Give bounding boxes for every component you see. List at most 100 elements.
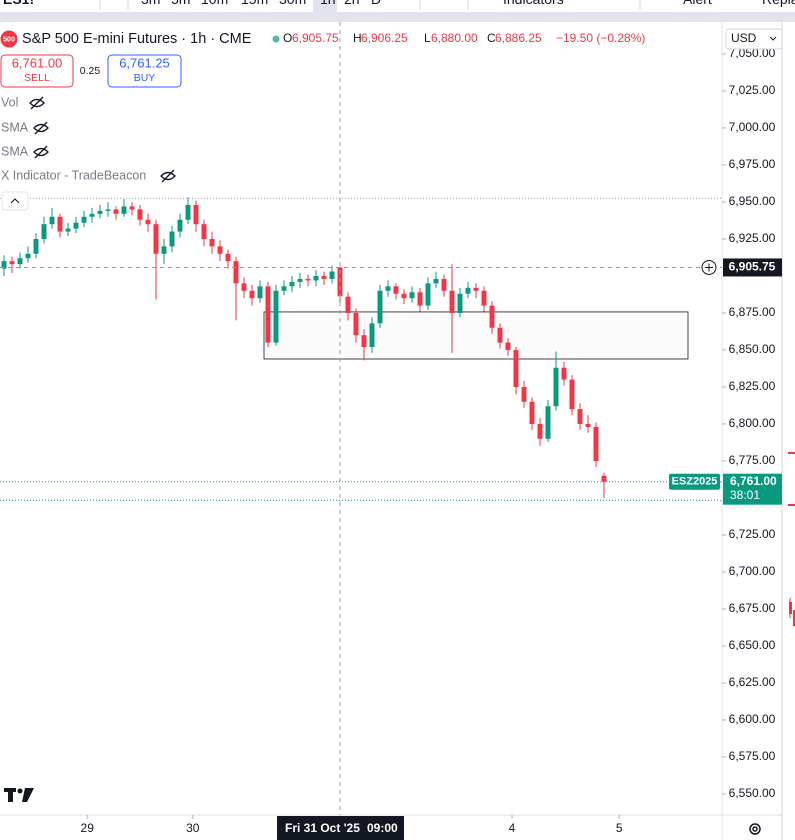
candle-body (161, 246, 167, 254)
y-tick-label: 7,000.00 (729, 120, 776, 134)
candle-body (585, 423, 591, 427)
collapse-button[interactable] (1, 191, 29, 211)
candle-body (105, 209, 111, 211)
sell-price: 6,761.00 (12, 55, 63, 70)
candle-body (329, 271, 335, 279)
settings-button[interactable] (749, 823, 761, 835)
legend-item: O (283, 31, 292, 45)
candle-body (225, 253, 231, 262)
legend-item: −19.50 (−0.28%) (556, 31, 645, 45)
toolbar-item[interactable]: Indicators (503, 0, 564, 7)
y-tick-label: 6,950.00 (729, 194, 776, 208)
toolbar-item[interactable]: 5m (171, 0, 190, 7)
candle-body (449, 290, 455, 313)
toolbar-item[interactable]: 1h (320, 0, 336, 7)
candle-body (409, 292, 415, 299)
countdown: 38:01 (730, 488, 760, 502)
logo (4, 788, 34, 802)
toolbar-item[interactable]: Alert (683, 0, 712, 7)
hidden-icon[interactable] (29, 96, 45, 110)
toolbar-item[interactable]: 10m (201, 0, 228, 7)
candle-body (145, 219, 151, 225)
indicator-name[interactable]: X Indicator - TradeBeacon (1, 168, 146, 182)
candle-body (217, 246, 223, 254)
hidden-icon[interactable] (160, 169, 176, 183)
candle-body (441, 278, 447, 291)
add-alert-icon (705, 263, 713, 272)
legend-item: 6,886.25 (495, 31, 542, 45)
market-status (272, 35, 280, 43)
toolbar-item[interactable]: 15m (241, 0, 268, 7)
candle-body (169, 231, 175, 247)
candle-body (65, 228, 71, 232)
candle-body (465, 287, 471, 294)
toolbar-item[interactable]: 2h (344, 0, 360, 7)
symbol-label: ESZ2025 (672, 476, 718, 488)
candle-body (233, 261, 239, 284)
toolbar-item[interactable]: ES1! (3, 0, 34, 7)
toolbar-item[interactable]: 3m (141, 0, 160, 7)
y-tick-label: 6,650.00 (729, 638, 776, 652)
y-tick-label: 7,050.00 (729, 46, 776, 60)
x-tick-label: 5 (616, 821, 623, 835)
sell-button[interactable] (0, 54, 74, 88)
candle-body (281, 286, 287, 291)
candle-body (153, 224, 159, 254)
toolbar-item[interactable]: Replay (762, 0, 795, 7)
toolbar-item[interactable]: 30m (279, 0, 306, 7)
candle-body (601, 475, 607, 482)
candle-body (1, 261, 7, 269)
y-tick-label: 6,825.00 (729, 379, 776, 393)
candle-body (561, 367, 567, 380)
candle-body (129, 206, 135, 210)
candle-body (25, 253, 31, 259)
currency-chevron (769, 36, 777, 41)
candle-body (89, 213, 95, 217)
candle-body (425, 283, 431, 306)
last-price-box (723, 473, 782, 505)
candle-body (553, 367, 559, 407)
crosshair-time-box (277, 816, 404, 840)
crosshair-date: Fri 31 Oct '25 (285, 821, 360, 835)
crosshair-time: 09:00 (367, 821, 398, 835)
y-tick-label: 6,625.00 (729, 675, 776, 689)
indicator-name[interactable]: SMA (1, 120, 29, 134)
currency-button[interactable] (725, 28, 783, 50)
candle-body (297, 278, 303, 282)
legend-item: H (353, 31, 362, 45)
candle-body (177, 219, 183, 232)
candle-body (385, 286, 391, 291)
candle-body (545, 406, 551, 439)
candle-body (353, 312, 359, 336)
hidden-icon[interactable] (33, 121, 49, 135)
rectangle-drawing[interactable] (263, 311, 689, 360)
candle-body (345, 296, 351, 313)
crosshair-price-box (723, 258, 782, 277)
candle-body (185, 204, 191, 220)
candle-body (489, 305, 495, 328)
candle-body (529, 401, 535, 424)
sell-label: SELL (24, 72, 50, 84)
hidden-icon[interactable] (33, 145, 49, 159)
symbol-badge (0, 30, 18, 48)
buy-label: BUY (134, 72, 156, 84)
buy-button[interactable] (107, 54, 182, 88)
candle-body (369, 323, 375, 348)
candle-body (33, 238, 39, 254)
toolbar-item[interactable]: D (371, 0, 381, 7)
plot-area (0, 22, 726, 819)
currency-label: USD (731, 31, 757, 45)
candle-body (97, 210, 103, 214)
indicator-name[interactable]: SMA (1, 144, 29, 158)
y-tick-label: 6,975.00 (729, 157, 776, 171)
collapse-chevron (10, 198, 20, 204)
candle-body (433, 278, 439, 284)
indicator-name[interactable]: Vol (1, 95, 18, 109)
symbol-badge-text: 500 (3, 36, 15, 43)
x-tick-label: 30 (186, 821, 200, 835)
candle-body (9, 261, 15, 265)
candle-body (497, 327, 503, 343)
candle-body (321, 275, 327, 279)
